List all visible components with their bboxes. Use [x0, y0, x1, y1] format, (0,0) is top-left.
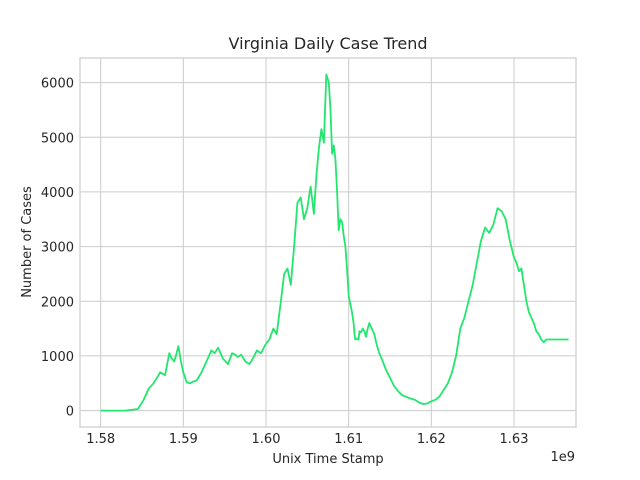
x-offset-label: 1e9: [550, 450, 575, 465]
x-tick-label: 1.58: [86, 432, 115, 447]
x-tick-label: 1.61: [334, 432, 363, 447]
x-tick-label: 1.63: [500, 432, 529, 447]
series-layer: [100, 73, 569, 412]
y-tick-label: 5000: [41, 131, 74, 146]
x-axis-title: Unix Time Stamp: [272, 452, 383, 467]
y-tick-label: 2000: [41, 295, 74, 310]
chart-title: Virginia Daily Case Trend: [228, 34, 427, 53]
y-tick-label: 1000: [41, 350, 74, 365]
y-axis-title: Number of Cases: [20, 186, 35, 298]
grid: [80, 58, 576, 427]
y-tick-label: 4000: [41, 186, 74, 201]
x-tick-label: 1.62: [417, 432, 446, 447]
x-tick-label: 1.59: [169, 432, 198, 447]
x-tick-labels: 1.58 1.59 1.60 1.61 1.62 1.63: [86, 432, 528, 447]
plot-frame: [79, 57, 577, 428]
y-tick-labels: 0 1000 2000 3000 4000 5000 6000: [41, 77, 74, 420]
y-tick-label: 3000: [41, 241, 74, 256]
x-tick-label: 1.60: [252, 432, 281, 447]
series-line: [100, 73, 569, 412]
y-tick-label: 0: [66, 405, 74, 420]
y-tick-label: 6000: [41, 77, 74, 92]
